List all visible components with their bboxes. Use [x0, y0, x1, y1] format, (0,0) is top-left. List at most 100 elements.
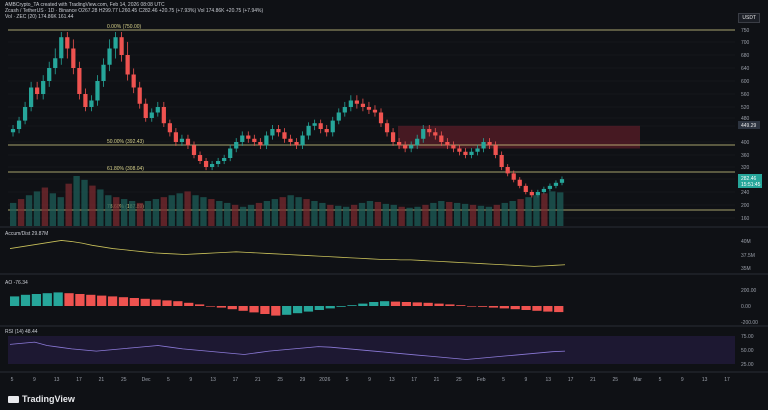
x-tick-label: 29: [300, 377, 306, 383]
ao-bar: [543, 306, 553, 312]
candle-body: [445, 142, 450, 146]
ao-bar: [554, 306, 564, 313]
x-tick-label: 17: [568, 377, 574, 383]
candle-body: [119, 37, 124, 55]
volume-bar: [10, 202, 17, 226]
volume-bar: [461, 203, 469, 226]
candle-body: [409, 145, 414, 149]
candle-body: [427, 129, 432, 133]
volume-bar: [350, 204, 358, 226]
ao-bar: [10, 296, 20, 306]
candle-body: [451, 145, 456, 149]
ao-bar: [477, 306, 488, 307]
candle-body: [535, 192, 540, 196]
volume-bar: [501, 202, 508, 226]
candle-body: [89, 100, 94, 107]
volume-bar: [216, 201, 223, 226]
ao-bar: [423, 302, 433, 306]
brand-label: TradingView: [22, 394, 75, 404]
volume-bar: [113, 197, 120, 226]
volume-bar: [160, 197, 167, 226]
volume-bar: [327, 204, 334, 226]
candle-body: [342, 107, 347, 113]
volume-bar: [279, 197, 286, 226]
x-tick-label: 13: [54, 377, 60, 383]
volume-bar: [469, 204, 477, 226]
volume-bar: [343, 206, 350, 226]
x-tick-label: 21: [99, 377, 105, 383]
x-tick-label: 9: [189, 377, 192, 383]
candle-body: [258, 142, 263, 146]
candle-body: [222, 158, 227, 161]
accum-dist-line: [9, 240, 566, 267]
ao-bar: [260, 306, 270, 314]
x-tick-label: 25: [456, 377, 462, 383]
candle-body: [191, 145, 197, 155]
volume-bar: [65, 183, 72, 226]
ao-bar: [118, 297, 129, 306]
ao-bar: [445, 304, 455, 306]
ao-bar: [140, 298, 150, 306]
ao-bar: [238, 306, 248, 311]
candle-body: [10, 129, 16, 133]
last-time-text: 15:51:45: [741, 182, 761, 188]
ao-bar: [292, 306, 303, 314]
x-tick-label: 17: [411, 377, 417, 383]
x-tick-label: 5: [346, 377, 349, 383]
candle-body: [125, 55, 130, 75]
ao-bar: [325, 306, 335, 309]
volume-bar: [81, 179, 88, 226]
resistance-zone: [398, 125, 640, 149]
candle-body: [421, 129, 426, 139]
last-price-text: 282.46: [741, 176, 757, 182]
candle-body: [384, 123, 390, 133]
ao-bar: [249, 306, 259, 313]
candle-body: [505, 167, 510, 174]
volume-bar: [97, 189, 104, 226]
y-tick-label: 750: [741, 28, 750, 34]
x-tick-label: 9: [33, 377, 36, 383]
rsi-tick-label: 25.00: [741, 362, 754, 368]
y-tick-label: 520: [741, 105, 750, 111]
x-tick-label: Feb: [477, 377, 486, 383]
level-price-tag: [738, 121, 760, 129]
ao-bar: [64, 293, 74, 306]
candle-body: [288, 138, 293, 142]
volume-bar: [33, 191, 41, 226]
ao-bar: [75, 294, 85, 306]
accum-dist-label: Accum/Dist 29.87M: [5, 231, 48, 237]
candle-body: [463, 151, 468, 155]
ao-bar: [129, 298, 139, 306]
candle-body: [360, 103, 366, 107]
candle-body: [41, 81, 46, 94]
volume-bar: [152, 199, 160, 226]
last-price-tag: [738, 174, 762, 188]
volume-bar: [493, 204, 500, 226]
candle-body: [107, 48, 112, 65]
volume-bar: [446, 201, 453, 226]
y-tick-label: 640: [741, 66, 750, 72]
volume-bar: [255, 202, 263, 226]
candle-body: [487, 142, 492, 146]
ao-bar: [412, 302, 422, 306]
y-tick-label: 160: [741, 216, 750, 222]
x-tick-label: 17: [233, 377, 239, 383]
y-tick-label: 240: [741, 190, 750, 196]
header-line2: Zcash / TetherUS · 1D · Binance O267.28 …: [5, 8, 264, 14]
volume-bar: [239, 206, 247, 226]
candle-body: [312, 123, 317, 126]
candle-body: [252, 138, 257, 142]
volume-bar: [136, 202, 144, 226]
candle-body: [216, 161, 221, 164]
candle-body: [469, 151, 474, 155]
x-tick-label: 5: [659, 377, 662, 383]
candle-body: [53, 58, 58, 68]
candle-body: [264, 135, 269, 146]
rsi-tick-label: 75.00: [741, 334, 754, 340]
x-tick-label: 2026: [319, 377, 330, 383]
x-tick-label: 13: [702, 377, 708, 383]
candle-body: [439, 135, 444, 142]
currency-label[interactable]: USDT: [738, 13, 760, 23]
volume-bar: [224, 202, 231, 226]
